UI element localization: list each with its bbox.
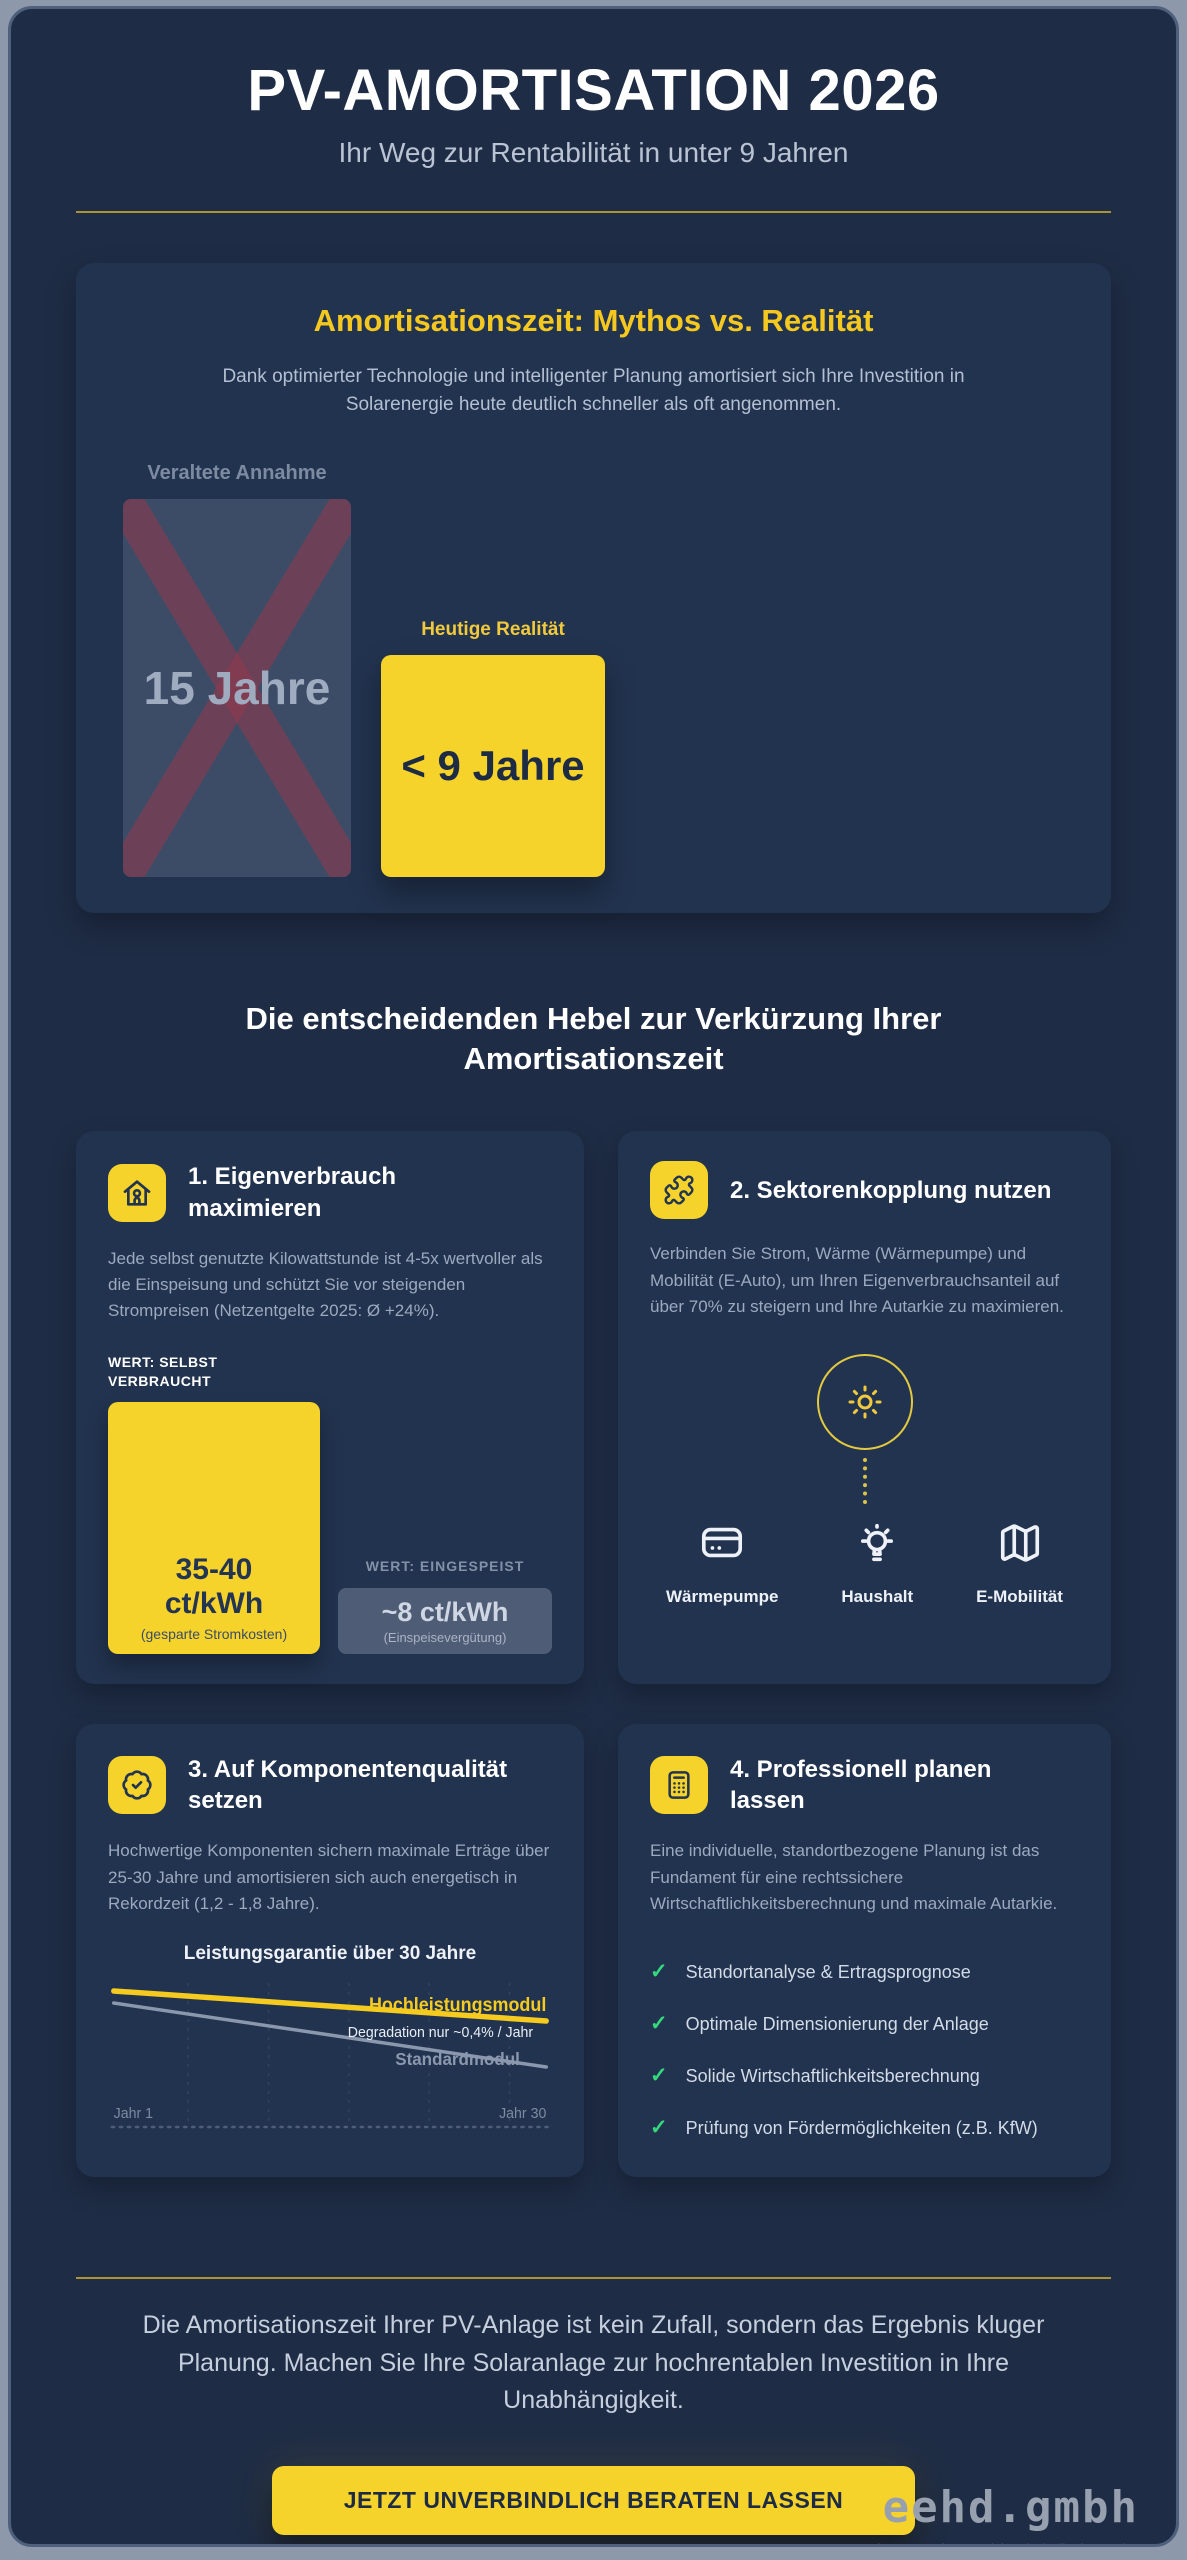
feed-in-sub: (Einspeisevergütung) [383, 1629, 507, 1645]
card4-header: 4. Professionell planen lassen [650, 1754, 1079, 1816]
card4-title: 4. Professionell planen lassen [730, 1755, 992, 1815]
checklist-item-label: Prüfung von Fördermöglichkeiten (z.B. Kf… [685, 2118, 1038, 2139]
card3-body: Hochwertige Komponenten sichern maximale… [108, 1841, 550, 1914]
reality-value: < 9 Jahre [401, 741, 585, 789]
card1-header: 1. Eigenverbrauch maximieren [108, 1161, 552, 1223]
footer-divider [76, 2277, 1111, 2280]
warranty-chart: Leistungsgarantie über 30 Jahre Hochleis… [108, 1943, 552, 2147]
series-standard-label: Standardmodul [395, 2049, 520, 2070]
node-household: Haushalt [841, 1520, 913, 1607]
x-axis-end-label: Jahr 30 [499, 2106, 546, 2122]
map-icon [997, 1520, 1043, 1571]
card2-header: 2. Sektorenkopplung nutzen [650, 1161, 1079, 1220]
lever-cards-grid: 1. Eigenverbrauch maximieren Jede selbst… [76, 1131, 1111, 2178]
checklist-item: ✓ Prüfung von Fördermöglichkeiten (z.B. … [650, 2115, 1079, 2140]
company-logo: eehd.gmbh [882, 2481, 1139, 2533]
cta-button[interactable]: JETZT UNVERBINDLICH BERATEN LASSEN [271, 2465, 916, 2535]
card-sektorenkopplung: 2. Sektorenkopplung nutzen Verbinden Sie… [618, 1131, 1111, 1684]
checklist-item-label: Solide Wirtschaftlichkeitsberechnung [685, 2066, 980, 2087]
hero-heading: Amortisationszeit: Mythos vs. Realität [313, 302, 874, 338]
card-eigenverbrauch: 1. Eigenverbrauch maximieren Jede selbst… [76, 1131, 584, 1684]
card1-title: 1. Eigenverbrauch maximieren [188, 1163, 397, 1222]
node-heat-pump: Wärmepumpe [666, 1520, 778, 1607]
page-title: PV-AMORTISATION 2026 [247, 58, 940, 123]
top-divider [76, 210, 1111, 213]
house-icon [108, 1163, 166, 1222]
feed-in-bar: ~8 ct/kWh (Einspeisevergütung) [338, 1587, 552, 1654]
infographic-poster: PV-AMORTISATION 2026 Ihr Weg zur Rentabi… [8, 6, 1179, 2547]
check-icon: ✓ [650, 2064, 668, 2088]
badge-check-icon [108, 1756, 166, 1815]
page-subtitle: Ihr Weg zur Rentabilität in unter 9 Jahr… [338, 136, 849, 168]
checklist-item-label: Optimale Dimensionierung der Anlage [685, 2014, 989, 2035]
checklist-item: ✓ Solide Wirtschaftlichkeitsberechnung [650, 2063, 1079, 2088]
check-icon: ✓ [650, 2012, 668, 2036]
cta-row: JETZT UNVERBINDLICH BERATEN LASSEN eehd.… [76, 2465, 1139, 2544]
section-title: Die entscheidenden Hebel zur Verkürzung … [245, 1000, 942, 1077]
hero-card: Amortisationszeit: Mythos vs. Realität D… [76, 262, 1111, 913]
degradation-annotation: Degradation nur ~0,4% / Jahr [348, 2025, 533, 2041]
puzzle-icon [650, 1161, 708, 1220]
reality-column: Heutige Realität < 9 Jahre [381, 619, 605, 877]
header: PV-AMORTISATION 2026 Ihr Weg zur Rentabi… [76, 59, 1111, 169]
checklist-item: ✓ Standortanalyse & Ertragsprognose [650, 1959, 1079, 1984]
comparison-row: Veraltete Annahme 15 Jahre Heutige Reali… [123, 462, 1071, 877]
value-bar-row: 35-40 ct/kWh (gesparte Stromkosten) WERT… [108, 1401, 552, 1654]
footer-message: Die Amortisationszeit Ihrer PV-Anlage is… [142, 2311, 1045, 2415]
card-komponentenqualitaet: 3. Auf Komponentenqualität setzen Hochwe… [76, 1723, 584, 2178]
card4-body: Eine individuelle, standortbezogene Plan… [650, 1841, 1058, 1914]
calculator-icon [650, 1756, 708, 1815]
node-label: Haushalt [841, 1587, 914, 1607]
check-icon: ✓ [650, 2116, 668, 2140]
reality-label: Heutige Realität [421, 618, 565, 640]
node-e-mobility: E-Mobilität [976, 1520, 1063, 1607]
myth-value: 15 Jahre [143, 661, 331, 714]
self-consumed-value: 35-40 ct/kWh [164, 1552, 264, 1621]
chart-title: Leistungsgarantie über 30 Jahre [183, 1943, 477, 1965]
myth-bar-crossed-out: 15 Jahre [123, 498, 351, 877]
feed-in-value: ~8 ct/kWh [381, 1596, 509, 1627]
node-label: E-Mobilität [976, 1587, 1063, 1607]
planning-checklist: ✓ Standortanalyse & Ertragsprognose ✓ Op… [650, 1959, 1079, 2140]
sun-icon [816, 1354, 913, 1451]
sector-coupling-diagram: Wärmepumpe Haushalt [650, 1354, 1079, 1607]
series-high-label: Hochleistungsmodul [369, 1994, 546, 2016]
myth-label: Veraltete Annahme [147, 461, 327, 484]
checklist-item: ✓ Optimale Dimensionierung der Anlage [650, 2011, 1079, 2036]
flow-nodes: Wärmepumpe Haushalt [650, 1520, 1079, 1607]
reality-bar: < 9 Jahre [381, 654, 605, 877]
self-consumed-bar: 35-40 ct/kWh (gesparte Stromkosten) [108, 1401, 320, 1654]
card-professionell-planen: 4. Professionell planen lassen Eine indi… [618, 1723, 1111, 2178]
card2-title: 2. Sektorenkopplung nutzen [730, 1176, 1052, 1204]
company-tagline: EEHD Erneuerbare Energien Handel und Dis… [791, 2541, 1139, 2544]
heat-pump-icon [699, 1520, 745, 1571]
feed-in-column: WERT: EINGESPEIST ~8 ct/kWh (Einspeiseve… [338, 1558, 552, 1654]
node-label: Wärmepumpe [666, 1587, 779, 1607]
card3-title: 3. Auf Komponentenqualität setzen [188, 1755, 508, 1815]
x-axis-start-label: Jahr 1 [114, 2106, 153, 2122]
feed-in-label: WERT: EINGESPEIST [365, 1557, 525, 1574]
card3-header: 3. Auf Komponentenqualität setzen [108, 1754, 552, 1816]
check-icon: ✓ [650, 1960, 668, 1984]
self-consumed-sub: (gesparte Stromkosten) [140, 1625, 288, 1642]
degradation-line-chart: Hochleistungsmodul Degradation nur ~0,4%… [110, 1983, 550, 2129]
card1-body: Jede selbst genutzte Kilowattstunde ist … [108, 1248, 543, 1321]
myth-column: Veraltete Annahme 15 Jahre [123, 462, 351, 877]
lightbulb-icon [854, 1520, 900, 1571]
flow-connector-dots [862, 1458, 867, 1505]
self-consumed-label: WERT: SELBST VERBRAUCHT [108, 1353, 218, 1390]
checklist-item-label: Standortanalyse & Ertragsprognose [685, 1962, 971, 1983]
brand-block: eehd.gmbh EEHD Erneuerbare Energien Hand… [791, 2481, 1139, 2544]
card2-body: Verbinden Sie Strom, Wärme (Wärmepumpe) … [650, 1244, 1064, 1317]
hero-description: Dank optimierter Technologie und intelli… [222, 365, 965, 416]
